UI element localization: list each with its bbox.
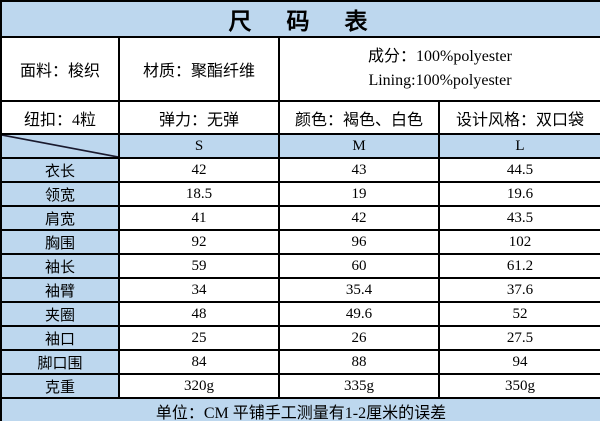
value-m: 19 <box>278 181 440 207</box>
table-row-xiubi: 袖臂 34 35.4 37.6 <box>0 277 600 303</box>
value-l: 102 <box>438 229 600 255</box>
value-s: 25 <box>118 325 280 351</box>
row-label: 克重 <box>0 373 120 399</box>
row-label: 袖长 <box>0 253 120 279</box>
value-l: 52 <box>438 301 600 327</box>
value-m: 88 <box>278 349 440 375</box>
value-m: 35.4 <box>278 277 440 303</box>
value-l: 61.2 <box>438 253 600 279</box>
table-row-xiongwei: 胸围 92 96 102 <box>0 229 600 255</box>
row-label: 夹圈 <box>0 301 120 327</box>
value-l: 19.6 <box>438 181 600 207</box>
table-row-lingkuan: 领宽 18.5 19 19.6 <box>0 181 600 207</box>
value-s: 18.5 <box>118 181 280 207</box>
info-row-1: 面料：梭织 材质：聚酯纤维 成分：100%polyester Lining:10… <box>0 36 600 102</box>
value-m: 49.6 <box>278 301 440 327</box>
value-l: 350g <box>438 373 600 399</box>
diagonal-line-icon <box>2 135 118 157</box>
table-row-jiaokouwei: 脚口围 84 88 94 <box>0 349 600 375</box>
size-header-row: S M L <box>0 133 600 159</box>
row-label: 胸围 <box>0 229 120 255</box>
value-l: 44.5 <box>438 157 600 183</box>
composition-line-2: Lining:100%polyester <box>368 72 512 89</box>
fabric-cell: 面料：梭织 <box>0 36 120 102</box>
value-s: 42 <box>118 157 280 183</box>
value-l: 27.5 <box>438 325 600 351</box>
table-row-jiaquan: 夹圈 48 49.6 52 <box>0 301 600 327</box>
row-label: 领宽 <box>0 181 120 207</box>
value-m: 60 <box>278 253 440 279</box>
elasticity-cell: 弹力：无弹 <box>118 100 280 135</box>
color-cell: 颜色：褐色、白色 <box>278 100 440 135</box>
title-row: 尺 码 表 <box>0 0 600 38</box>
table-row-jiankuan: 肩宽 41 42 43.5 <box>0 205 600 231</box>
value-s: 48 <box>118 301 280 327</box>
unit-note: 单位：CM 平铺手工测量有1-2厘米的误差 <box>0 397 600 421</box>
buttons-cell: 纽扣：4粒 <box>0 100 120 135</box>
value-s: 41 <box>118 205 280 231</box>
diagonal-header-cell <box>0 133 120 159</box>
value-s: 84 <box>118 349 280 375</box>
value-l: 43.5 <box>438 205 600 231</box>
value-s: 34 <box>118 277 280 303</box>
footer-row: 单位：CM 平铺手工测量有1-2厘米的误差 <box>0 397 600 421</box>
table-row-xiuchang: 袖长 59 60 61.2 <box>0 253 600 279</box>
row-label: 脚口围 <box>0 349 120 375</box>
size-header-s: S <box>118 133 280 159</box>
size-header-m: M <box>278 133 440 159</box>
value-m: 96 <box>278 229 440 255</box>
value-s: 320g <box>118 373 280 399</box>
design-style-cell: 设计风格：双口袋 <box>438 100 600 135</box>
value-s: 92 <box>118 229 280 255</box>
value-m: 335g <box>278 373 440 399</box>
info-row-2: 纽扣：4粒 弹力：无弹 颜色：褐色、白色 设计风格：双口袋 <box>0 100 600 135</box>
row-label: 肩宽 <box>0 205 120 231</box>
material-cell: 材质：聚酯纤维 <box>118 36 280 102</box>
row-label: 袖臂 <box>0 277 120 303</box>
table-row-xiukou: 袖口 25 26 27.5 <box>0 325 600 351</box>
table-row-yichang: 衣长 42 43 44.5 <box>0 157 600 183</box>
value-m: 42 <box>278 205 440 231</box>
composition-line-1: 成分：100%polyester <box>368 48 512 65</box>
value-m: 26 <box>278 325 440 351</box>
value-m: 43 <box>278 157 440 183</box>
composition-cell: 成分：100%polyester Lining:100%polyester <box>278 36 600 102</box>
size-header-l: L <box>438 133 600 159</box>
value-l: 94 <box>438 349 600 375</box>
table-row-kezhong: 克重 320g 335g 350g <box>0 373 600 399</box>
value-s: 59 <box>118 253 280 279</box>
row-label: 袖口 <box>0 325 120 351</box>
value-l: 37.6 <box>438 277 600 303</box>
page-title: 尺 码 表 <box>0 0 600 38</box>
row-label: 衣长 <box>0 157 120 183</box>
